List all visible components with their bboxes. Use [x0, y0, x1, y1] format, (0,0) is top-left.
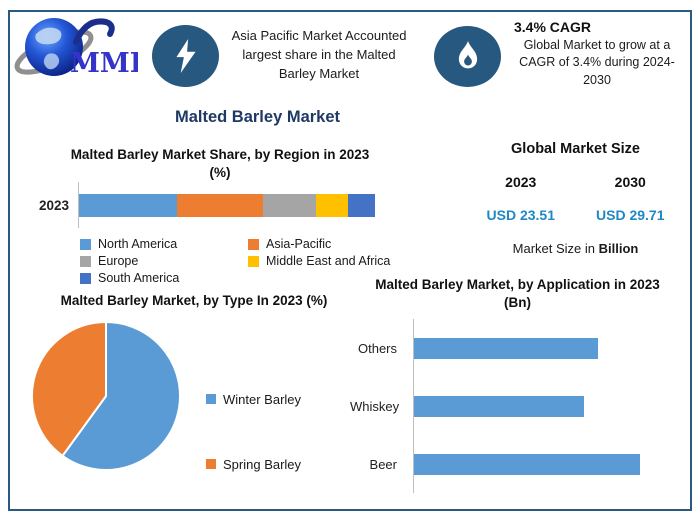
bar-row-whiskey: Whiskey	[350, 377, 685, 435]
bar-segment-europe	[262, 194, 316, 218]
region-stacked-bar	[79, 194, 375, 218]
legend-swatch	[248, 255, 259, 267]
application-y-axis	[413, 319, 414, 494]
region-chart-plot: 2023	[30, 182, 410, 229]
legend-swatch	[206, 394, 216, 405]
type-pie-svg	[31, 320, 181, 471]
legend-swatch	[206, 459, 216, 470]
application-bar-chart: Malted Barley Market, by Application in …	[350, 276, 685, 494]
region-chart-category-label: 2023	[38, 198, 70, 214]
application-plot: Others Whiskey Beer	[350, 319, 685, 494]
market-value-2030: USD 29.71	[596, 207, 665, 223]
footnote-text: Market Size in	[512, 241, 599, 256]
legend-label: Middle East and Africa	[266, 254, 391, 269]
legend-item-south-america: South America	[80, 271, 248, 285]
page-title: Malted Barley Market	[174, 108, 341, 126]
pie-slice-winter-barley	[61, 320, 181, 471]
year-2023-label: 2023	[505, 174, 537, 190]
legend-label: South America	[98, 271, 180, 286]
bar-category-label: Beer	[369, 456, 397, 472]
legend-item-europe: Europe	[80, 254, 248, 268]
flame-icon	[458, 40, 477, 68]
market-size-years: 2023 2030	[466, 174, 685, 190]
legend-swatch	[80, 272, 91, 284]
legend-item-north-america: North America	[80, 237, 248, 251]
type-pie-chart: Malted Barley Market, by Type In 2023 (%…	[28, 292, 360, 472]
highlight-text: Asia Pacific Market Accounted largest sh…	[231, 28, 407, 81]
bar-whiskey	[414, 395, 584, 417]
pie-chart-body: Winter Barley Spring Barley	[28, 320, 360, 472]
legend-swatch	[248, 238, 259, 250]
application-chart-title: Malted Barley Market, by Application in …	[375, 277, 660, 310]
bar-segment-asia-pacific	[176, 194, 263, 218]
market-size-footnote: Market Size in Billion	[466, 241, 685, 256]
legend-label: Asia-Pacific	[266, 237, 332, 252]
legend-swatch	[80, 238, 91, 250]
legend-swatch	[80, 255, 91, 267]
region-chart-title: Malted Barley Market Share, by Region in…	[70, 147, 370, 180]
bar-category-label: Others	[357, 340, 397, 356]
bar-track	[414, 337, 650, 359]
legend-item-winter-barley: Winter Barley	[206, 392, 301, 407]
region-chart-axis-area	[78, 182, 375, 229]
pie-slice-spring-barley	[31, 320, 107, 457]
market-size-values: USD 23.51 USD 29.71	[466, 207, 685, 223]
legend-label: Spring Barley	[223, 456, 302, 472]
type-pie-legend: Winter Barley Spring Barley	[206, 320, 301, 472]
cagr-block: 3.4% CAGR Global Market to grow at a CAG…	[506, 19, 688, 89]
market-size-title: Global Market Size	[511, 141, 640, 157]
cagr-title: 3.4% CAGR	[514, 19, 592, 35]
market-value-2023: USD 23.51	[486, 207, 555, 223]
legend-item-asia-pacific: Asia-Pacific	[248, 237, 410, 251]
globe-icon: MMR	[14, 18, 153, 79]
footnote-unit: Billion	[598, 241, 639, 256]
bar-row-beer: Beer	[350, 435, 685, 493]
legend-label: North America	[98, 237, 178, 252]
year-2030-label: 2030	[614, 174, 646, 190]
application-bars: Others Whiskey Beer	[350, 319, 685, 493]
legend-item-spring-barley: Spring Barley	[206, 457, 301, 472]
lightning-icon	[175, 39, 196, 73]
mmr-logo: MMR	[14, 10, 153, 88]
bar-beer	[414, 453, 641, 475]
region-legend: North America Asia-Pacific Europe Middle Ea…	[80, 237, 410, 285]
cagr-text: Global Market to grow at a CAGR of 3.4% …	[519, 38, 675, 87]
pie-chart-title: Malted Barley Market, by Type In 2023 (%…	[60, 293, 328, 308]
bar-track	[414, 453, 650, 475]
bar-segment-south-america	[348, 194, 375, 218]
cagr-badge	[434, 26, 501, 87]
bar-segment-middle-east-and-africa	[315, 194, 349, 218]
highlight-badge	[152, 25, 219, 87]
bar-category-label: Whiskey	[350, 398, 400, 414]
region-share-chart: Malted Barley Market Share, by Region in…	[30, 146, 410, 285]
logo-text: MMR	[70, 48, 138, 79]
market-size-panel: Global Market Size 2023 2030 USD 23.51 U…	[450, 141, 685, 256]
bar-track	[414, 395, 650, 417]
bar-row-others: Others	[350, 319, 685, 377]
legend-label: Europe	[98, 254, 139, 269]
legend-item-middle-east-and-africa: Middle East and Africa	[248, 254, 410, 268]
bar-segment-north-america	[79, 194, 177, 218]
legend-label: Winter Barley	[223, 391, 302, 407]
bar-others	[414, 337, 599, 359]
